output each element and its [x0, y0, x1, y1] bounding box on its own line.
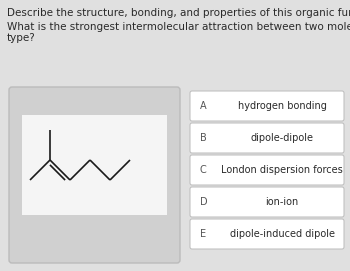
Text: D: D — [200, 197, 208, 207]
FancyBboxPatch shape — [190, 123, 344, 153]
Text: London dispersion forces: London dispersion forces — [221, 165, 343, 175]
FancyBboxPatch shape — [9, 87, 180, 263]
Text: A: A — [200, 101, 206, 111]
Text: hydrogen bonding: hydrogen bonding — [238, 101, 327, 111]
Text: C: C — [200, 165, 207, 175]
FancyBboxPatch shape — [190, 187, 344, 217]
FancyBboxPatch shape — [190, 155, 344, 185]
FancyBboxPatch shape — [190, 219, 344, 249]
Text: E: E — [200, 229, 206, 239]
Text: B: B — [200, 133, 207, 143]
Text: ion-ion: ion-ion — [265, 197, 299, 207]
Bar — [22, 115, 167, 215]
Text: dipole-induced dipole: dipole-induced dipole — [230, 229, 335, 239]
FancyBboxPatch shape — [190, 91, 344, 121]
Text: Describe the structure, bonding, and properties of this organic functional group: Describe the structure, bonding, and pro… — [7, 8, 350, 18]
Text: type?: type? — [7, 33, 36, 43]
Text: What is the strongest intermolecular attraction between two molecules of this: What is the strongest intermolecular att… — [7, 22, 350, 32]
Text: dipole-dipole: dipole-dipole — [251, 133, 314, 143]
